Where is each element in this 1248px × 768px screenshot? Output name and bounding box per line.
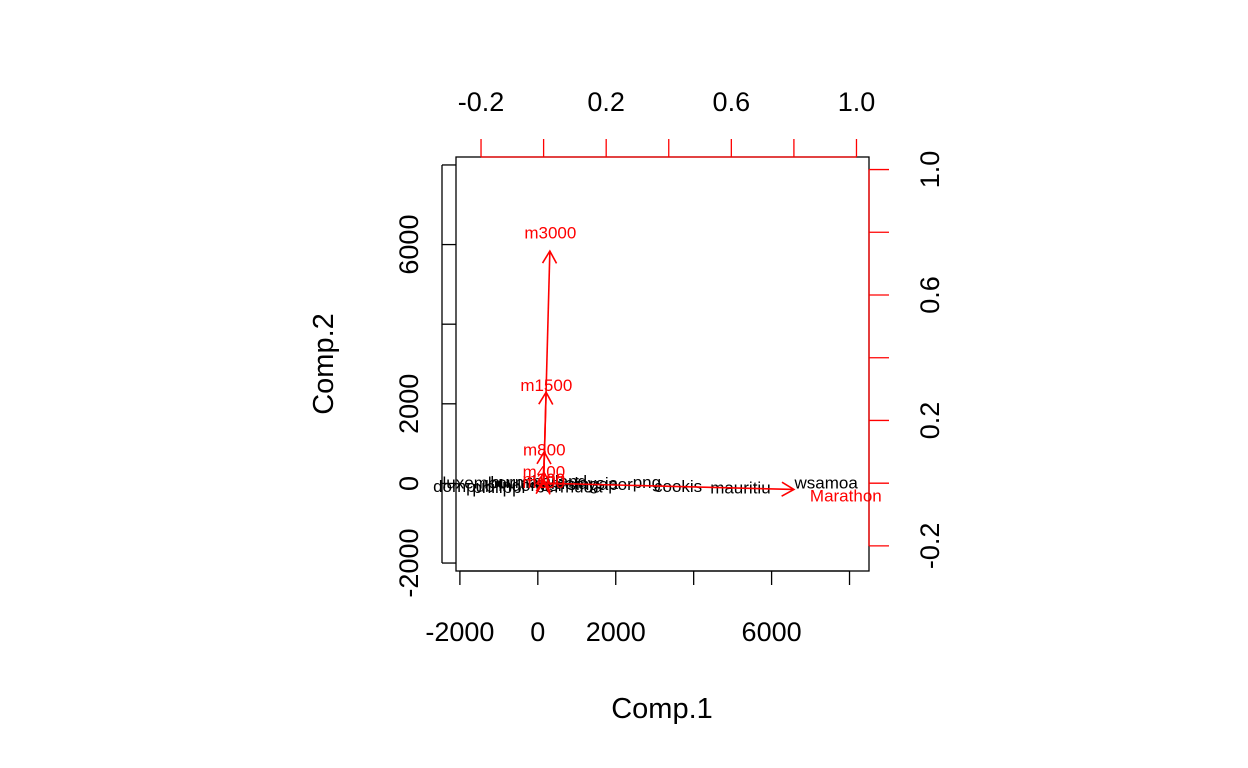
loading-label: m3000 [524,224,576,243]
loading-label: m100 [522,473,565,492]
score-label: thailand [528,472,588,491]
plot-frame [455,156,870,572]
y-tick-label: 2000 [394,374,424,434]
x-tick-label: 6000 [742,617,802,647]
loading-arrow-head [781,481,796,497]
y-axis-title: Comp.2 [308,313,340,415]
top-axis: -0.2 0.2 0.6 1.0 [458,87,876,158]
x-tick-label: -2000 [425,617,494,647]
y-tick-label: 6000 [394,215,424,275]
loading-label: m200 [523,470,566,489]
right-axis: -0.2 0.2 0.6 1.0 [868,151,945,570]
score-label: indonesi [498,476,561,495]
right-tick-label: 0.6 [915,276,945,314]
bottom-axis: -2000 0 2000 6000 [425,570,851,647]
score-label: luxembou [443,474,517,493]
loading-arrow-head [535,470,552,485]
score-label: philippi [472,478,525,497]
loading-label: m400 [523,462,566,481]
right-tick-label: -0.2 [915,523,945,570]
score-label: bermuda [535,478,603,497]
loading-arrow-head [535,477,551,493]
right-tick-label: 1.0 [915,151,945,189]
score-label: burma [490,473,539,492]
x-tick-label: 2000 [586,617,646,647]
loading-arrow-head [541,249,558,264]
score-label: png [633,473,661,492]
loading-label: Marathon [810,486,882,505]
loading-arrow-head [538,390,554,405]
score-label: dompub [433,477,494,496]
left-axis: -2000 2000 6000 0 [394,164,456,598]
loading-arrow-head [535,480,551,495]
score-label: wsamoa [793,474,858,493]
y-tick-label: -2000 [394,529,424,598]
top-tick-label: 0.2 [587,87,625,117]
top-tick-label: 0.6 [713,87,751,117]
loading-label: m800 [523,440,566,459]
x-axis-title: Comp.1 [611,693,713,725]
loading-label: m1500 [520,376,572,395]
right-tick-label: 0.2 [915,402,945,440]
y-tick-label: 0 [394,476,424,491]
top-tick-label: 1.0 [838,87,876,117]
score-labels-layer: wsamoamauritiucookispngsingapormalaysiab… [433,472,858,497]
x-tick-label: 0 [530,617,545,647]
top-tick-label: -0.2 [458,87,505,117]
loading-arrow-shaft [543,482,794,491]
loading-arrow-head [536,450,552,465]
